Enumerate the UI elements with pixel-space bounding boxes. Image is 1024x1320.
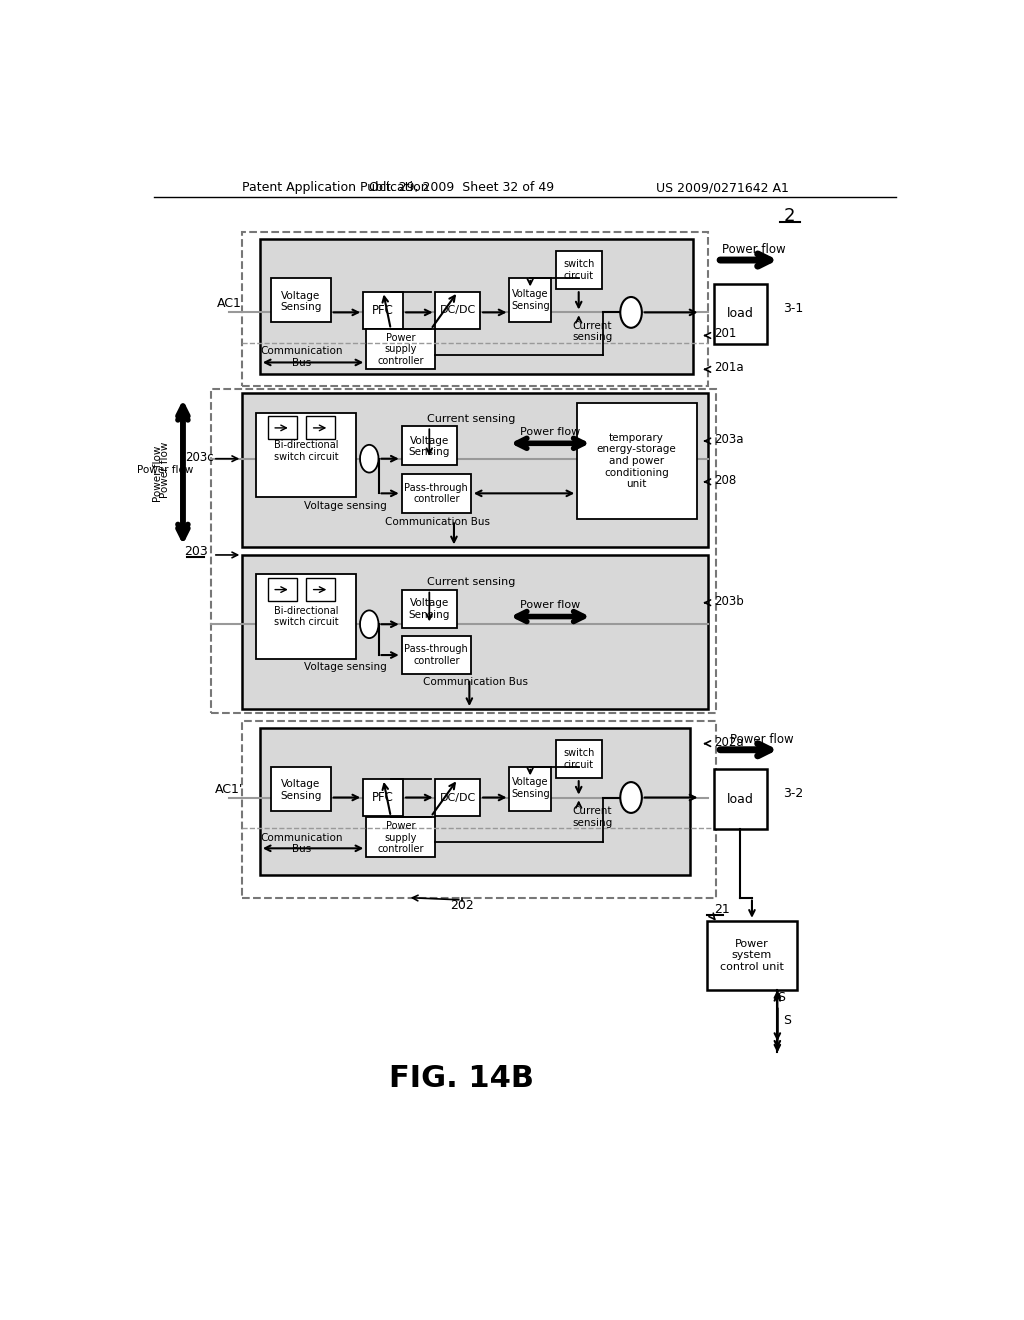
Text: Pass-through
controller: Pass-through controller: [404, 483, 468, 504]
Bar: [243, 721, 716, 898]
Bar: [435, 779, 480, 816]
Bar: [707, 921, 798, 990]
Text: 21: 21: [714, 903, 730, 916]
Text: Power flow: Power flow: [137, 465, 194, 475]
Bar: [714, 770, 767, 829]
Bar: [556, 251, 602, 289]
Text: switch
circuit: switch circuit: [563, 259, 594, 281]
Bar: [435, 292, 480, 329]
Text: Power flow: Power flow: [723, 243, 786, 256]
Text: 3-2: 3-2: [783, 787, 804, 800]
Bar: [364, 779, 403, 816]
Bar: [509, 277, 551, 322]
Text: Communication
Bus: Communication Bus: [260, 346, 343, 368]
Text: Voltage
Sensing: Voltage Sensing: [511, 289, 550, 312]
Bar: [401, 426, 457, 465]
Ellipse shape: [621, 781, 642, 813]
Text: Voltage sensing: Voltage sensing: [304, 661, 387, 672]
Bar: [267, 578, 297, 601]
Text: Bi-directional
switch circuit: Bi-directional switch circuit: [273, 606, 339, 627]
Ellipse shape: [621, 297, 642, 327]
Text: S: S: [783, 1014, 792, 1027]
Bar: [509, 767, 551, 812]
Text: 201: 201: [714, 327, 736, 341]
Text: temporary
energy-storage
and power
conditioning
unit: temporary energy-storage and power condi…: [597, 433, 676, 490]
Text: Power flow: Power flow: [730, 733, 794, 746]
Text: Voltage
Sensing: Voltage Sensing: [280, 290, 322, 313]
Text: Power
supply
controller: Power supply controller: [378, 333, 424, 366]
Bar: [270, 277, 331, 322]
Bar: [211, 389, 716, 713]
Bar: [267, 416, 297, 440]
Text: Power
system
control unit: Power system control unit: [720, 939, 784, 972]
Bar: [401, 636, 471, 675]
Text: Voltage
Sensing: Voltage Sensing: [511, 777, 550, 799]
Text: 208: 208: [714, 474, 736, 487]
Bar: [578, 404, 696, 519]
Bar: [256, 574, 356, 659]
Text: DC/DC: DC/DC: [439, 792, 476, 803]
Text: Pass-through
controller: Pass-through controller: [404, 644, 468, 665]
Text: Power
supply
controller: Power supply controller: [378, 821, 424, 854]
Bar: [306, 578, 336, 601]
Bar: [401, 474, 471, 512]
Text: Power flow: Power flow: [160, 442, 170, 499]
Text: PFC: PFC: [372, 791, 394, 804]
Text: Communication Bus: Communication Bus: [385, 517, 489, 527]
Text: load: load: [727, 308, 754, 321]
Text: 203: 203: [184, 545, 208, 557]
Bar: [306, 416, 336, 440]
Text: 2: 2: [783, 207, 795, 226]
Bar: [556, 739, 602, 779]
Text: 203c: 203c: [185, 450, 214, 463]
Text: S: S: [777, 991, 785, 1005]
Text: Current
sensing: Current sensing: [572, 321, 612, 342]
Text: Power flow: Power flow: [520, 601, 581, 610]
Text: US 2009/0271642 A1: US 2009/0271642 A1: [656, 181, 788, 194]
Text: 3-1: 3-1: [783, 302, 804, 315]
Bar: [256, 412, 356, 498]
Ellipse shape: [360, 610, 379, 638]
Text: Oct. 29, 2009  Sheet 32 of 49: Oct. 29, 2009 Sheet 32 of 49: [369, 181, 554, 194]
Text: 203a: 203a: [714, 433, 743, 446]
Text: DC/DC: DC/DC: [439, 305, 476, 315]
Text: Communication
Bus: Communication Bus: [260, 833, 343, 854]
Text: Voltage
Sensing: Voltage Sensing: [280, 779, 322, 801]
Text: Current sensing: Current sensing: [427, 577, 515, 587]
Text: 203b: 203b: [714, 594, 744, 607]
Bar: [243, 554, 708, 709]
Bar: [270, 767, 331, 812]
Text: Voltage
Sensing: Voltage Sensing: [409, 436, 450, 457]
Text: Voltage sensing: Voltage sensing: [304, 502, 387, 511]
Text: Bi-directional
switch circuit: Bi-directional switch circuit: [273, 440, 339, 462]
Text: Current
sensing: Current sensing: [572, 807, 612, 828]
Text: Current sensing: Current sensing: [427, 413, 515, 424]
Bar: [367, 817, 435, 857]
Text: PFC: PFC: [372, 304, 394, 317]
Ellipse shape: [360, 445, 379, 473]
Text: 201a: 201a: [714, 362, 743, 375]
Text: AC1: AC1: [217, 297, 242, 310]
Text: Communication Bus: Communication Bus: [423, 677, 528, 686]
Text: switch
circuit: switch circuit: [563, 748, 594, 770]
Text: 202: 202: [450, 899, 473, 912]
Text: Power flow: Power flow: [153, 446, 163, 503]
Bar: [260, 239, 692, 374]
Text: load: load: [727, 792, 754, 805]
Bar: [367, 330, 435, 370]
Text: FIG. 14B: FIG. 14B: [389, 1064, 535, 1093]
Text: Patent Application Publication: Patent Application Publication: [243, 181, 429, 194]
Bar: [364, 292, 403, 329]
Bar: [260, 729, 689, 875]
Bar: [243, 393, 708, 548]
Text: AC1': AC1': [215, 783, 244, 796]
Text: Power flow: Power flow: [520, 426, 581, 437]
Bar: [401, 590, 457, 628]
Text: 202a: 202a: [714, 735, 743, 748]
Bar: [243, 231, 708, 385]
Text: Voltage
Sensing: Voltage Sensing: [409, 598, 450, 619]
Bar: [714, 284, 767, 345]
